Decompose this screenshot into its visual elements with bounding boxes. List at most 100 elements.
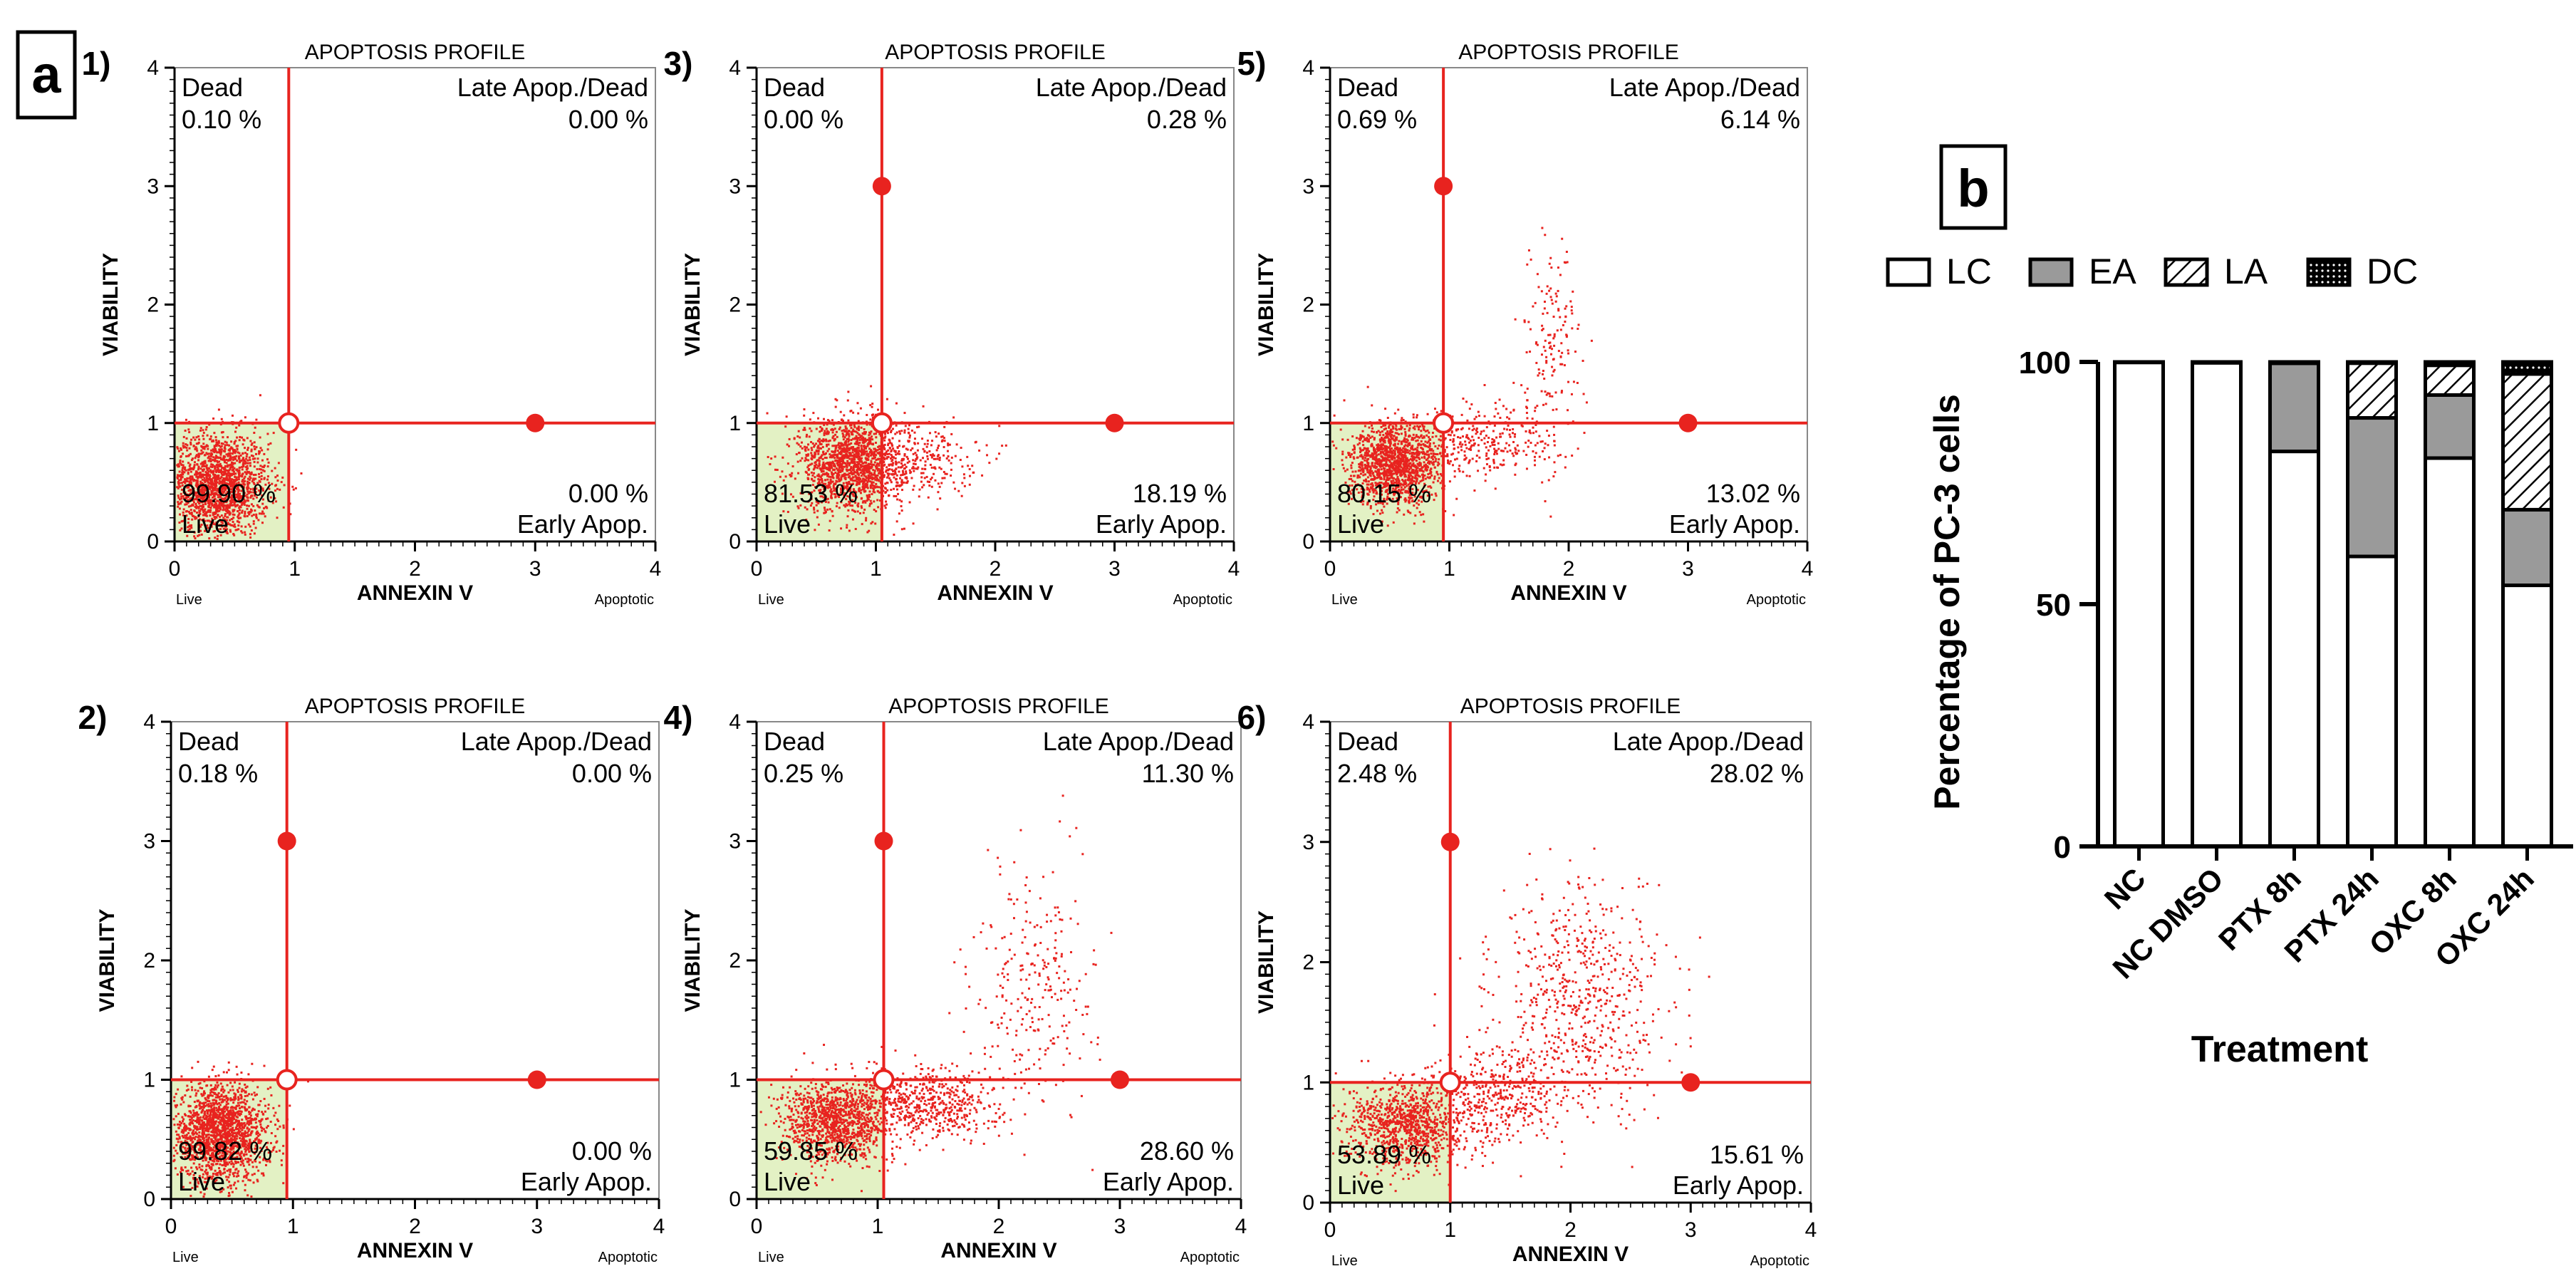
scatter-point [230, 461, 233, 464]
scatter-point [275, 1150, 278, 1153]
scatter-point [226, 509, 229, 512]
scatter-point [263, 507, 266, 509]
scatter-point [214, 467, 217, 470]
scatter-point [242, 458, 244, 461]
scatter-point [829, 519, 831, 522]
scatter-point [209, 474, 212, 477]
scatter-point [884, 454, 887, 457]
scatter-point [833, 439, 836, 442]
scatter-point [280, 1159, 283, 1162]
scatter-point [218, 457, 221, 460]
scatter-point [207, 477, 210, 480]
scatter-point [810, 457, 813, 460]
scatter-point [235, 1119, 238, 1122]
y-tick-label: 2 [147, 294, 159, 317]
scatter-point [229, 453, 232, 456]
scatter-point [208, 487, 211, 489]
scatter-point [197, 459, 200, 462]
scatter-point [217, 440, 220, 443]
scatter-point [195, 436, 198, 439]
scatter-point [831, 476, 834, 479]
scatter-point [256, 1086, 259, 1089]
x-tick-label: 1 [287, 1215, 299, 1238]
scatter-point [799, 445, 802, 448]
scatter-point [246, 471, 249, 474]
scatter-point [861, 457, 863, 460]
scatter-point [246, 447, 249, 450]
scatter-point [185, 479, 187, 482]
scatter-point [875, 436, 878, 439]
scatter-point [853, 425, 856, 428]
scatter-point [192, 1129, 194, 1132]
scatter-point [226, 465, 229, 468]
scatter-point [211, 1094, 214, 1097]
scatter-point [799, 460, 802, 462]
scatter-point [245, 1115, 248, 1118]
scatter-point [868, 472, 871, 475]
scatter-point [246, 453, 249, 456]
scatter-point [835, 430, 838, 433]
scatter-point [177, 465, 180, 468]
scatter-point [214, 455, 217, 458]
scatter-point [175, 1092, 177, 1095]
scatter-point [847, 390, 850, 393]
scatter-point [232, 456, 235, 459]
scatter-point [259, 436, 261, 439]
scatter-point [184, 430, 187, 432]
scatter-point [227, 1098, 229, 1101]
scatter-point [262, 1128, 265, 1131]
scatter-point [248, 456, 251, 459]
scatter-point [194, 447, 197, 450]
scatter-point [218, 1106, 221, 1109]
scatter-point [228, 1173, 231, 1176]
scatter-point [269, 1086, 272, 1089]
scatter-point [239, 1101, 242, 1104]
scatter-point [190, 1121, 193, 1124]
scatter-point [898, 430, 901, 433]
scatter-point [182, 445, 185, 448]
scatter-point [197, 1082, 200, 1085]
panel-a-label: a [16, 30, 77, 120]
scatter-point [211, 1126, 214, 1129]
scatter-point [225, 462, 228, 465]
scatter-point [239, 517, 242, 519]
scatter-point [890, 481, 893, 484]
scatter-point [804, 445, 806, 448]
scatter-point [204, 527, 207, 530]
scatter-point [874, 522, 877, 525]
scatter-point [180, 502, 182, 504]
scatter-point [781, 470, 784, 473]
scatter-point [808, 467, 811, 470]
scatter-point [229, 1168, 232, 1171]
scatter-point [846, 466, 848, 469]
scatter-point [240, 530, 243, 533]
scatter-point [226, 1178, 229, 1181]
scatter-point [238, 467, 241, 470]
scatter-point [274, 497, 276, 499]
y-tick-label: 4 [729, 56, 741, 80]
scatter-point [205, 1104, 208, 1106]
scatter-point [240, 1072, 243, 1074]
scatter-point [890, 488, 893, 491]
scatter-point [823, 467, 826, 470]
scatter-point [237, 494, 240, 497]
scatter-point [242, 462, 245, 465]
scatter-point [243, 1176, 246, 1178]
scatter-point [196, 472, 199, 475]
scatter-point [220, 1094, 223, 1097]
scatter-point [212, 1114, 214, 1117]
scatter-point [220, 418, 223, 420]
scatter-point [770, 457, 773, 460]
scatter-point [825, 457, 828, 460]
scatter-point [234, 1121, 237, 1124]
scatter-point [248, 513, 251, 516]
scatter-point [200, 449, 203, 452]
scatter-point [245, 468, 248, 471]
scatter-point [843, 414, 846, 417]
scatter-point [234, 490, 237, 493]
scatter-point [228, 469, 231, 472]
scatter-point [209, 457, 212, 460]
scatter-point [249, 477, 252, 479]
scatter-point [208, 496, 211, 499]
scatter-point [250, 529, 253, 532]
